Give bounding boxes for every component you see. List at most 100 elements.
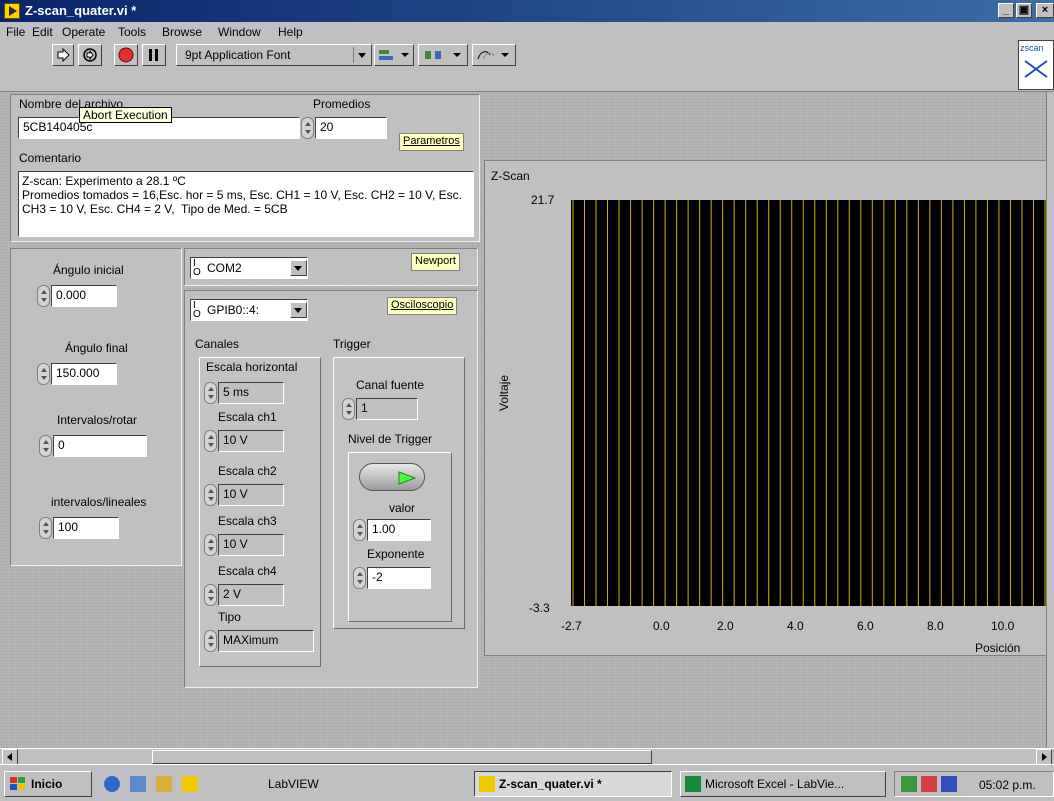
escala-ch2-field[interactable]: 10 V [218,484,284,506]
labview-launch-icon[interactable] [182,776,198,792]
start-button[interactable]: Inicio [4,771,92,797]
x-tick-label: 0.0 [653,619,670,633]
align-objects-button[interactable] [374,44,414,66]
windows-flag-icon [10,777,25,790]
x-tick-label: 8.0 [927,619,944,633]
font-selector[interactable]: 9pt Application Font [176,44,372,66]
promedios-stepper[interactable] [301,117,314,139]
newport-button[interactable]: Newport [411,253,460,271]
scroll-thumb[interactable] [152,750,652,764]
horizontal-scrollbar[interactable] [0,748,1054,765]
escala-ch1-field[interactable]: 10 V [218,430,284,452]
plot-grid [572,200,1046,606]
parametros-button[interactable]: Parametros [399,133,464,151]
y-axis-label: Voltaje [497,374,511,411]
gpib-address-value: GPIB0::4: [207,303,260,317]
trigger-slope-toggle[interactable] [359,463,425,491]
vi-icon-label: zscan [1020,43,1044,53]
escala-ch3-label: Escala ch3 [218,514,277,528]
network-icon[interactable] [901,776,917,792]
reorder-button[interactable] [472,44,516,66]
escala-ch3-field[interactable]: 10 V [218,534,284,556]
exponente-field[interactable]: -2 [367,567,431,589]
vertical-scrollbar[interactable] [1046,92,1054,748]
chevron-down-icon [290,260,307,276]
angulo-inicial-label: Ángulo inicial [53,263,124,277]
scroll-right-button[interactable] [1036,749,1052,765]
canal-fuente-field[interactable]: 1 [356,398,418,420]
pause-button[interactable] [142,44,166,66]
motor-cluster: Ángulo inicial 0.000 Ángulo final 150.00… [10,248,182,566]
menu-tools[interactable]: Tools [118,25,147,39]
escala-ch3-stepper[interactable] [204,534,217,556]
intervalos-lineales-field[interactable]: 100 [53,517,119,539]
chevron-down-icon [290,302,307,318]
intervalos-rotar-stepper[interactable] [39,435,52,457]
toolbar: 9pt Application Font zscan [0,40,1054,92]
align-icon [379,50,409,60]
tipo-stepper[interactable] [204,630,217,652]
escala-ch2-stepper[interactable] [204,484,217,506]
nivel-trigger-label: Nivel de Trigger [348,432,433,446]
x-tick-label: 4.0 [787,619,804,633]
minimize-button[interactable]: _ [998,3,1014,18]
osciloscopio-button[interactable]: Osciloscopio [387,297,458,315]
escala-ch4-field[interactable]: 2 V [218,584,284,606]
intervalos-lineales-stepper[interactable] [39,517,52,539]
taskbar: Inicio LabVIEW Z-scan_quater.vi * Micros… [0,764,1054,801]
intervalos-rotar-field[interactable]: 0 [53,435,147,457]
angulo-final-field[interactable]: 150.000 [51,363,117,385]
norton-icon[interactable] [941,776,957,792]
excel-icon [685,776,701,792]
angulo-inicial-stepper[interactable] [37,285,50,307]
tipo-field[interactable]: MAXimum [218,630,314,652]
menu-edit[interactable]: Edit [32,25,53,39]
scroll-left-button[interactable] [2,749,18,765]
menu-help[interactable]: Help [278,25,303,39]
x-axis-label: Posición [975,641,1021,655]
graph-plot-area[interactable] [571,200,1047,606]
task-zscan-vi[interactable]: Z-scan_quater.vi * [474,771,672,797]
escala-horizontal-field[interactable]: 5 ms [218,382,284,404]
font-selector-value: 9pt Application Font [185,48,291,62]
menu-file[interactable]: File [6,25,26,39]
escala-ch1-stepper[interactable] [204,430,217,452]
menu-operate[interactable]: Operate [62,25,106,39]
outlook-express-icon[interactable] [130,776,146,792]
run-continuously-button[interactable] [78,44,102,66]
distribute-objects-button[interactable] [418,44,468,66]
exponente-stepper[interactable] [353,567,366,589]
task-labview[interactable]: LabVIEW [264,771,464,797]
escala-ch4-stepper[interactable] [204,584,217,606]
x-tick-label: -2.7 [561,619,582,633]
menu-browse[interactable]: Browse [162,25,203,39]
valor-field[interactable]: 1.00 [367,519,431,541]
promedios-field[interactable]: 20 [315,117,387,139]
y-max-label: 21.7 [531,193,555,207]
menu-window[interactable]: Window [218,25,261,39]
tray-app-icon[interactable] [921,776,937,792]
show-desktop-icon[interactable] [156,776,172,792]
distribute-icon [425,51,461,59]
angulo-inicial-field[interactable]: 0.000 [51,285,117,307]
internet-explorer-icon[interactable] [104,776,120,792]
canal-fuente-stepper[interactable] [342,398,355,420]
comentario-textarea[interactable]: Z-scan: Experimento a 28.1 ºC Promedios … [18,171,474,237]
vi-icon: zscan [1018,40,1054,90]
close-button[interactable]: × [1036,3,1054,18]
task-excel[interactable]: Microsoft Excel - LabVie... [680,771,886,797]
valor-label: valor [389,501,416,515]
maximize-button[interactable]: ▣ [1016,3,1032,18]
abort-execution-button[interactable] [114,44,138,66]
vi-icon-graphic [1024,60,1048,78]
angulo-final-stepper[interactable] [37,363,50,385]
valor-stepper[interactable] [353,519,366,541]
menu-bar: File Edit Operate Tools Browse Window He… [0,22,1054,42]
canales-label: Canales [195,337,240,351]
run-button[interactable] [52,44,74,66]
escala-horizontal-stepper[interactable] [204,382,217,404]
